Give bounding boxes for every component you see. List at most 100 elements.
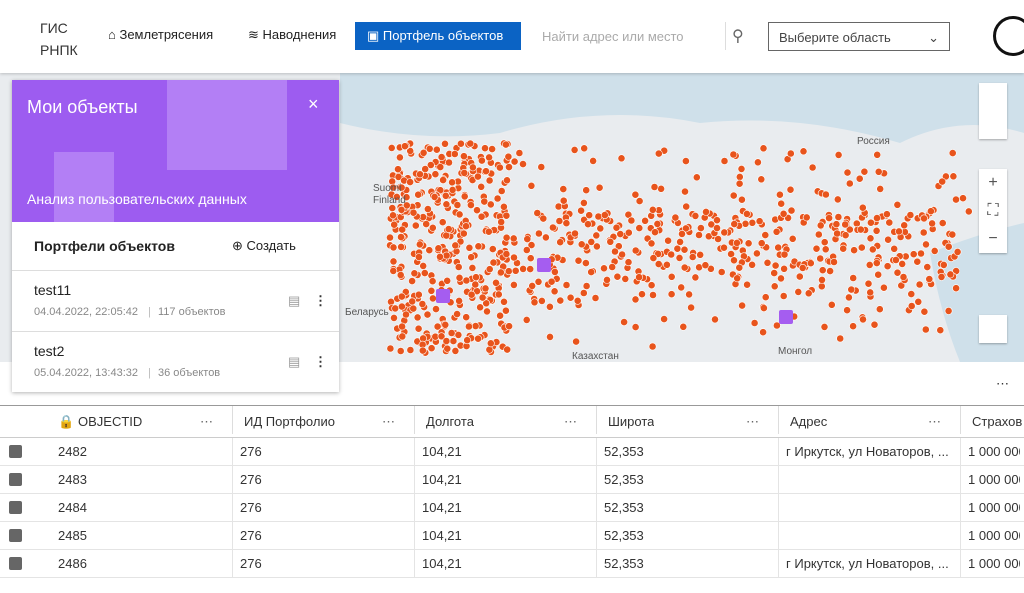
map-point[interactable] xyxy=(635,197,644,206)
map-point[interactable] xyxy=(423,205,432,213)
map-point[interactable] xyxy=(447,329,456,337)
map-point[interactable] xyxy=(398,332,407,341)
map-point[interactable] xyxy=(527,241,536,249)
map-point[interactable] xyxy=(697,224,705,232)
map-point[interactable] xyxy=(618,250,626,259)
map-point[interactable] xyxy=(503,176,511,185)
map-point[interactable] xyxy=(717,268,726,276)
map-point[interactable] xyxy=(448,178,456,187)
map-point[interactable] xyxy=(501,140,510,149)
map-point[interactable] xyxy=(890,244,899,253)
search-button[interactable]: ⚲ xyxy=(732,28,744,45)
map-point[interactable] xyxy=(550,287,559,296)
map-point[interactable] xyxy=(530,298,539,307)
map-point[interactable] xyxy=(691,273,700,282)
map-point[interactable] xyxy=(937,272,946,281)
map-point[interactable] xyxy=(467,253,476,262)
map-point[interactable] xyxy=(834,151,843,159)
map-point[interactable] xyxy=(463,336,472,345)
table-row[interactable]: 2484 276 104,21 52,353 1 000 000 xyxy=(0,494,1024,522)
map-point[interactable] xyxy=(396,347,405,355)
map-point[interactable] xyxy=(600,211,609,219)
map-point[interactable] xyxy=(438,218,447,227)
map-point[interactable] xyxy=(436,252,444,261)
map-point[interactable] xyxy=(523,235,532,243)
map-point[interactable] xyxy=(472,273,480,282)
column-menu[interactable]: ⋯ xyxy=(382,414,395,429)
map-point[interactable] xyxy=(663,260,671,269)
map-point[interactable] xyxy=(580,198,588,207)
map-point[interactable] xyxy=(794,287,803,296)
map-point[interactable] xyxy=(847,285,856,294)
map-point[interactable] xyxy=(733,274,742,283)
map-point[interactable] xyxy=(398,322,406,331)
map-point[interactable] xyxy=(821,245,830,254)
map-point[interactable] xyxy=(964,207,973,216)
map-point[interactable] xyxy=(857,243,866,252)
portfolio-item[interactable]: test2 05.04.2022, 13:43:32 | 36 объектов ▤ ⋮ xyxy=(12,331,339,392)
map-point[interactable] xyxy=(409,208,418,217)
map-point[interactable] xyxy=(915,280,924,289)
map-point[interactable] xyxy=(485,345,494,354)
map-point[interactable] xyxy=(477,156,486,165)
map-point[interactable] xyxy=(433,322,442,331)
row-checkbox[interactable] xyxy=(9,557,22,570)
map-point[interactable] xyxy=(437,332,446,341)
map-point[interactable] xyxy=(471,280,480,289)
map-point[interactable] xyxy=(425,246,434,255)
map-point[interactable] xyxy=(826,267,834,275)
map-point[interactable] xyxy=(451,346,460,355)
map-point[interactable] xyxy=(883,262,892,271)
map-point[interactable] xyxy=(594,212,603,221)
map-point[interactable] xyxy=(441,320,450,329)
map-point[interactable] xyxy=(432,145,441,154)
map-point[interactable] xyxy=(936,326,945,335)
map-point[interactable] xyxy=(592,231,601,240)
map-point[interactable] xyxy=(839,244,848,253)
map-point[interactable] xyxy=(600,264,608,273)
map-point[interactable] xyxy=(593,242,601,251)
map-point[interactable] xyxy=(444,225,453,233)
map-point[interactable] xyxy=(816,221,825,230)
map-point[interactable] xyxy=(477,182,486,191)
map-point[interactable] xyxy=(761,231,770,239)
table-row[interactable]: 2485 276 104,21 52,353 1 000 000 xyxy=(0,522,1024,550)
map-point[interactable] xyxy=(409,304,418,313)
map-point[interactable] xyxy=(735,263,744,272)
map-point[interactable] xyxy=(451,241,460,250)
map-point[interactable] xyxy=(648,205,657,214)
map-point[interactable] xyxy=(504,267,513,276)
map-point[interactable] xyxy=(925,275,934,283)
table-row[interactable]: 2483 276 104,21 52,353 1 000 000 xyxy=(0,466,1024,494)
map-point[interactable] xyxy=(419,261,428,270)
map-point[interactable] xyxy=(818,266,827,275)
map-point[interactable] xyxy=(735,179,744,188)
table-row[interactable]: 2486 276 104,21 52,353 г Иркутск, ул Новатор… xyxy=(0,550,1024,578)
map-point[interactable] xyxy=(799,147,808,156)
map-point[interactable] xyxy=(416,170,424,179)
map-point[interactable] xyxy=(503,345,512,354)
map-point[interactable] xyxy=(481,284,490,293)
map-point[interactable] xyxy=(387,144,396,152)
map-point[interactable] xyxy=(449,337,458,345)
portfolio-item[interactable]: test11 04.04.2022, 22:05:42 | 117 объектов ▤… xyxy=(12,270,339,331)
create-button[interactable]: ⊕ Создать xyxy=(232,238,296,253)
map-point[interactable] xyxy=(946,270,955,279)
table-row[interactable]: 2482 276 104,21 52,353 г Иркутск, ул Новатор… xyxy=(0,438,1024,466)
map-point[interactable] xyxy=(833,195,842,204)
map-point[interactable] xyxy=(522,315,531,324)
map-point[interactable] xyxy=(759,328,767,337)
map-point[interactable] xyxy=(442,231,451,240)
map-point[interactable] xyxy=(720,243,728,252)
map-point[interactable] xyxy=(562,281,571,289)
map-point[interactable] xyxy=(485,176,494,185)
map-point[interactable] xyxy=(770,269,779,277)
map-point[interactable] xyxy=(685,290,693,299)
row-checkbox[interactable] xyxy=(9,445,22,458)
map-point[interactable] xyxy=(460,169,469,177)
map-point[interactable] xyxy=(682,224,690,233)
map-point[interactable] xyxy=(442,251,451,260)
map-point[interactable] xyxy=(906,211,915,219)
map-point[interactable] xyxy=(509,234,518,243)
map-point[interactable] xyxy=(579,289,588,297)
